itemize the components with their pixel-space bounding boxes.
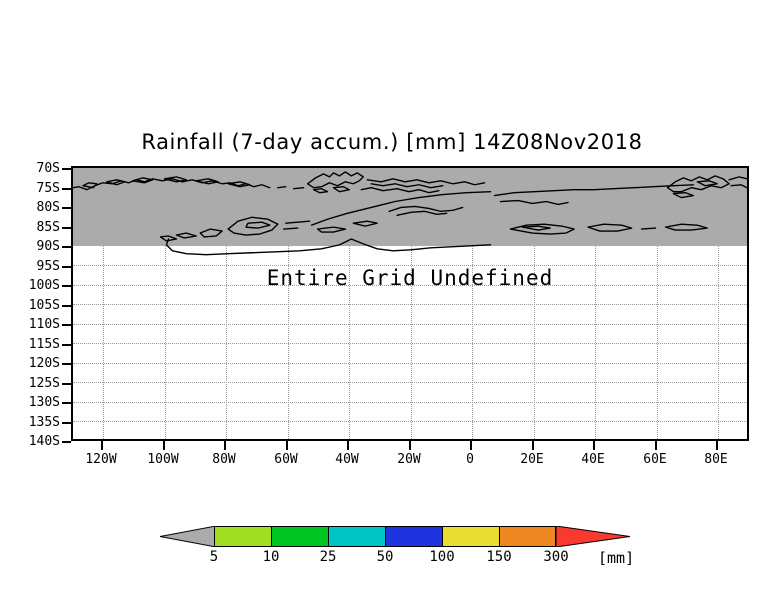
y-tick-label: 100S [28,278,60,293]
x-tick [163,441,165,450]
y-tick-label: 125S [28,376,60,391]
coastline-overlay [73,171,747,256]
x-tick [409,441,411,450]
y-tick-label: 70S [36,161,60,176]
colorbar: 5 10 25 50 100 150 300 [mm] [160,526,634,567]
x-tick [470,441,472,450]
colorbar-cell [271,526,328,547]
y-tick [62,285,71,287]
x-tick-label: 120W [85,452,117,467]
x-tick [716,441,718,450]
page-title: Rainfall (7-day accum.) [mm] 14Z08Nov201… [141,130,643,154]
x-tick-label: 80E [704,452,728,467]
y-tick-label: 120S [28,356,60,371]
y-tick-label: 115S [28,337,60,352]
colorbar-tick-label: 150 [486,549,512,565]
colorbar-tick-label: 25 [319,549,337,565]
y-tick [62,168,71,170]
y-tick [62,363,71,365]
y-tick-label: 75S [36,181,60,196]
colorbar-cells [214,526,556,547]
x-tick-label: 20E [520,452,544,467]
x-tick-label: 80W [212,452,236,467]
x-tick-label: 0 [466,452,474,467]
x-tick-label: 60E [643,452,667,467]
y-tick [62,344,71,346]
y-tick [62,207,71,209]
colorbar-units-label: [mm] [598,549,635,567]
colorbar-cell [442,526,499,547]
x-tick-label: 100W [147,452,179,467]
y-tick [62,383,71,385]
y-tick [62,246,71,248]
x-tick [286,441,288,450]
y-tick-label: 110S [28,317,60,332]
x-tick-label: 40E [581,452,605,467]
x-tick [532,441,534,450]
colorbar-tick-label: 300 [543,549,569,565]
colorbar-cell [499,526,556,547]
colorbar-over-arrow [556,526,630,547]
y-tick-label: 140S [28,434,60,449]
y-tick [62,324,71,326]
y-tick-label: 85S [36,220,60,235]
x-tick [655,441,657,450]
y-tick-label: 105S [28,298,60,313]
y-tick-label: 95S [36,259,60,274]
colorbar-tick-label: 5 [209,549,219,565]
x-tick [347,441,349,450]
colorbar-tick-label: 10 [262,549,280,565]
y-tick [62,266,71,268]
y-tick-label: 90S [36,239,60,254]
y-tick [62,188,71,190]
x-tick [101,441,103,450]
x-tick [224,441,226,450]
y-tick [62,227,71,229]
colorbar-cell [328,526,385,547]
x-tick-label: 20W [397,452,421,467]
y-tick-label: 80S [36,200,60,215]
y-tick-label: 135S [28,415,60,430]
colorbar-cell [214,526,271,547]
undefined-grid-message: Entire Grid Undefined [266,266,554,290]
map-plot-area: Entire Grid Undefined [71,166,749,441]
x-tick-label: 40W [335,452,359,467]
colorbar-tick-label: 50 [376,549,394,565]
colorbar-under-arrow [160,526,216,547]
y-tick [62,402,71,404]
x-tick-label: 60W [274,452,298,467]
colorbar-cell [385,526,442,547]
y-tick [62,305,71,307]
y-tick [62,441,71,443]
x-tick [593,441,595,450]
y-tick-label: 130S [28,395,60,410]
y-tick [62,422,71,424]
colorbar-tick-label: 100 [429,549,455,565]
